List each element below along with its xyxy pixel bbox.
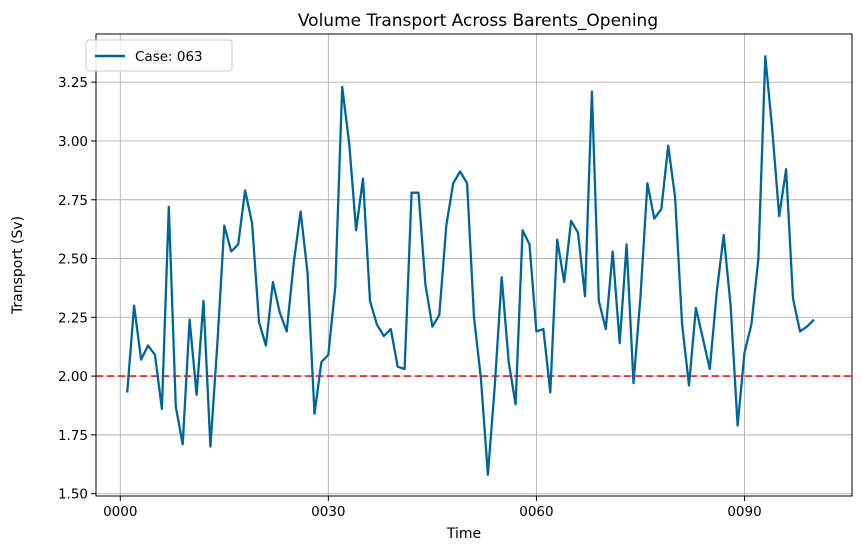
- x-tick-label: 0030: [311, 504, 345, 520]
- x-axis-label: Time: [446, 526, 481, 542]
- series-line: [126, 55, 815, 476]
- y-tick-label: 2.75: [58, 193, 88, 209]
- y-axis: 1.50 1.75 2.00 2.25 2.50 2.75 3.00 3.25: [58, 75, 96, 503]
- y-tick-label: 3.00: [58, 134, 88, 150]
- chart-title: Volume Transport Across Barents_Opening: [298, 11, 658, 31]
- x-tick-label: 0090: [727, 504, 761, 520]
- plot-frame: [95, 33, 853, 497]
- y-axis-label: Transport (Sv): [10, 216, 26, 315]
- series-layer: [126, 55, 815, 476]
- y-tick-label: 3.25: [58, 75, 88, 91]
- y-tick-label: 2.25: [58, 310, 88, 326]
- legend-entry: Case: 063: [135, 49, 203, 65]
- y-tick-label: 2.50: [58, 252, 88, 268]
- y-tick-label: 2.00: [58, 369, 88, 385]
- legend-box: [85, 39, 233, 72]
- x-tick-label: 0060: [519, 504, 553, 520]
- y-tick-label: 1.50: [58, 487, 88, 503]
- y-tick-label: 1.75: [58, 428, 88, 444]
- x-axis: 0000 0030 0060 0090: [103, 496, 762, 520]
- x-tick-label: 0000: [103, 504, 137, 520]
- legend: Case: 063: [85, 39, 233, 72]
